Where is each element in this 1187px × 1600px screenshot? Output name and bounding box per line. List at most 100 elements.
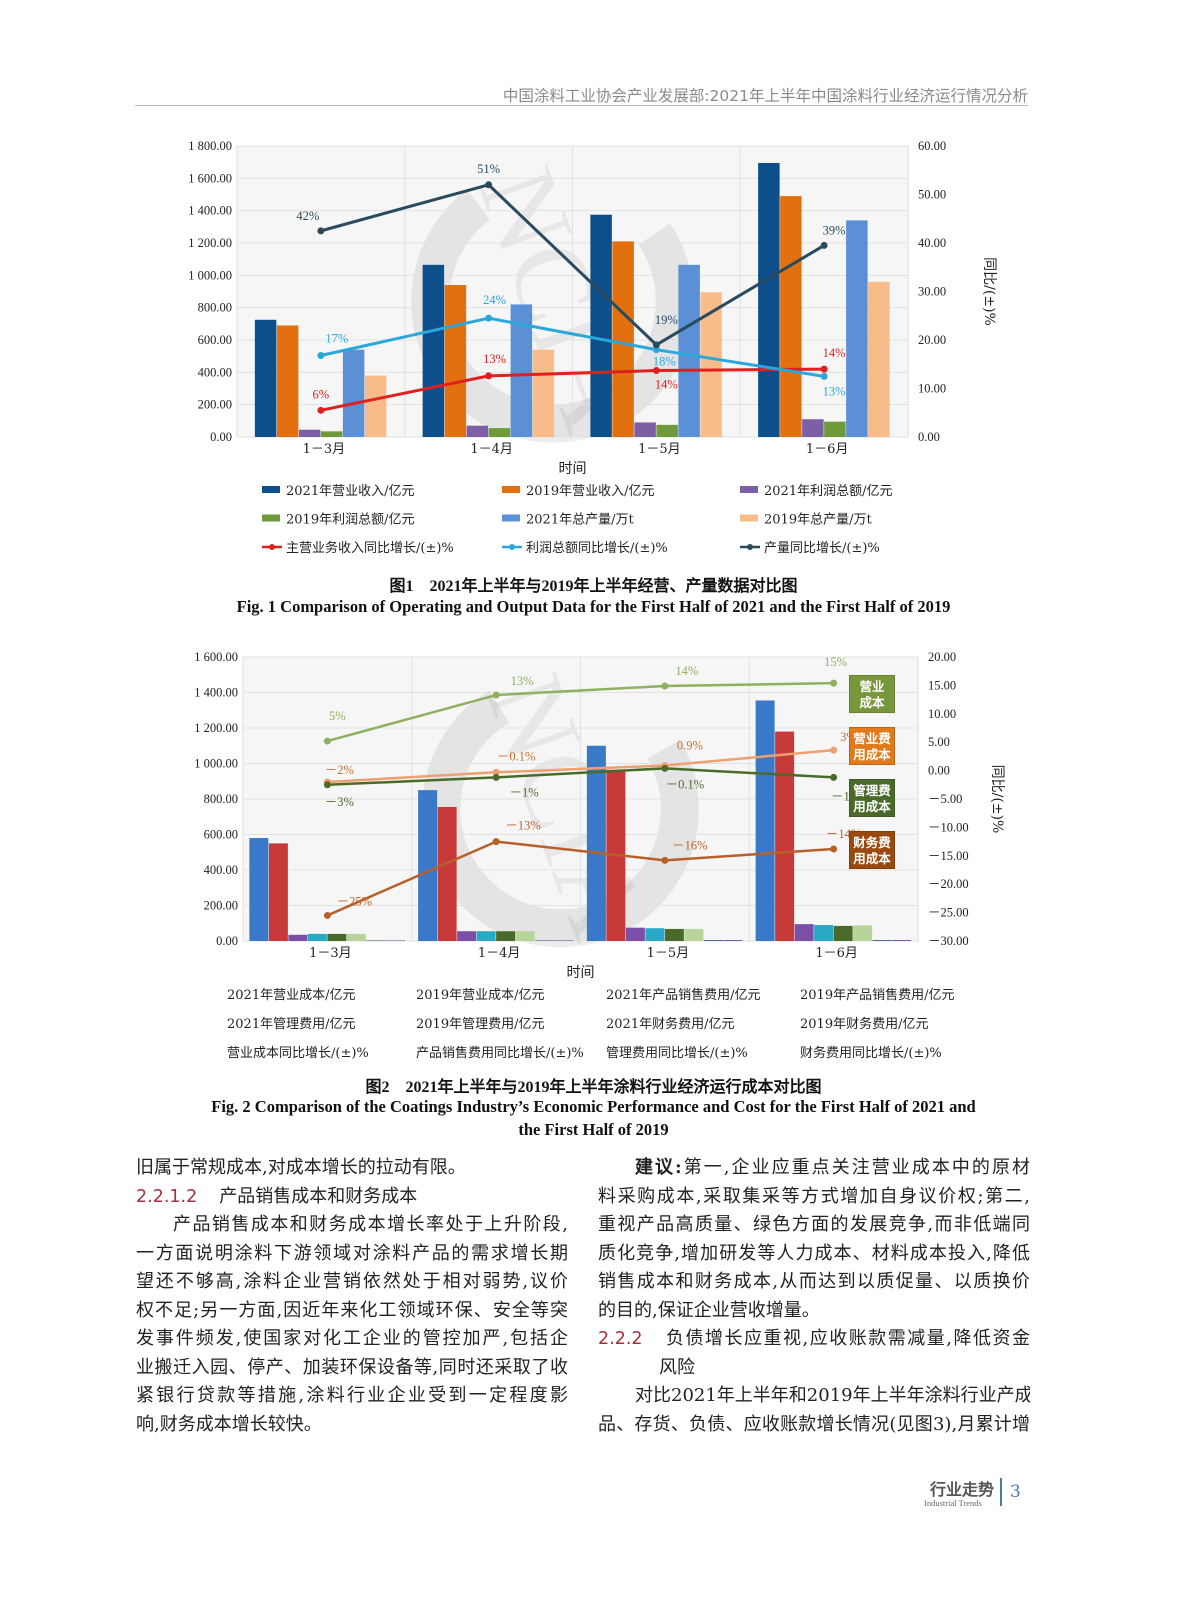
bar xyxy=(872,940,892,941)
data-label: 14% xyxy=(655,378,678,392)
line-point xyxy=(820,365,828,373)
legend-entry: 2019年利润总额/亿元 xyxy=(286,513,414,528)
line-point xyxy=(652,346,660,354)
running-title: 中国涂料工业协会产业发展部:2021年上半年中国涂料行业经济运行情况分析 xyxy=(502,87,1028,105)
bar xyxy=(288,934,308,941)
tag-line2: 用成本 xyxy=(853,851,891,866)
line-point xyxy=(485,181,493,189)
paragraph-line: 发事件频发,使国家对化工企业的管控加严,包括企 xyxy=(136,1328,568,1349)
footer-section: 行业走势 xyxy=(930,1480,995,1499)
line-point xyxy=(820,372,828,380)
bar xyxy=(364,375,387,437)
legend-entry: 管理费用同比增长/(±)% xyxy=(606,1046,748,1061)
data-label: 15% xyxy=(824,655,847,669)
data-label: －1% xyxy=(510,785,539,799)
data-label: －0.1% xyxy=(497,749,536,763)
legend-swatch xyxy=(262,486,280,493)
series-line xyxy=(327,767,834,787)
footer-divider xyxy=(1000,1478,1002,1506)
data-label: －13% xyxy=(505,819,540,833)
line-point xyxy=(485,372,493,380)
section-title-cont: 风险 xyxy=(659,1356,695,1378)
legend-swatch xyxy=(262,514,280,522)
legend-entry: 2019年财务费用/亿元 xyxy=(800,1016,928,1032)
y2-tick-label: 5.00 xyxy=(928,735,950,749)
series-line xyxy=(320,367,825,412)
tag-line1: 营业 xyxy=(859,679,885,694)
bar xyxy=(868,281,890,437)
paragraph-line: 对比2021年上半年和2019年上半年涂料行业产成 xyxy=(635,1385,1030,1406)
line-point xyxy=(820,241,828,249)
y-tick-label: 1 800.00 xyxy=(188,139,232,153)
y-tick-label: 200.00 xyxy=(198,398,232,412)
y-tick-label: 1 600.00 xyxy=(194,650,238,664)
paragraph-line: 产品销售成本和财务成本增长率处于上升阶段, xyxy=(173,1214,568,1235)
y2-tick-label: －20.00 xyxy=(928,877,969,891)
y2-tick-label: 20.00 xyxy=(928,650,956,664)
legend-entry: 2021年营业收入/亿元 xyxy=(286,484,414,499)
tag-line2: 用成本 xyxy=(853,799,891,814)
bar xyxy=(664,928,684,941)
paragraph-line: 销售成本和财务成本,从而达到以质促量、以质换价 xyxy=(598,1271,1030,1292)
data-label: 13% xyxy=(483,352,506,366)
line-point xyxy=(492,768,500,776)
legend-entry: 2021年财务费用/亿元 xyxy=(606,1016,734,1032)
line-point xyxy=(652,367,660,375)
tag-line1: 管理费 xyxy=(853,783,891,798)
line-point xyxy=(323,781,331,789)
y2-tick-label: 0.00 xyxy=(918,430,940,444)
y-tick-label: 1 000.00 xyxy=(188,268,232,282)
line-point xyxy=(830,773,838,781)
data-label: 14% xyxy=(675,664,698,678)
data-label: 0.9% xyxy=(677,738,703,752)
bar xyxy=(457,931,477,941)
bar xyxy=(532,349,555,437)
figure-1-caption-cn: 图1 2021年上半年与2019年上半年经营、产量数据对比图 xyxy=(389,578,798,595)
x-tick-label: 1－3月 xyxy=(303,442,346,457)
y-tick-label: 400.00 xyxy=(204,863,238,877)
bar xyxy=(496,931,516,941)
y2-tick-label: 10.00 xyxy=(928,707,956,721)
bar xyxy=(554,940,574,941)
data-label: 24% xyxy=(483,293,506,307)
y2-tick-label: 15.00 xyxy=(928,678,956,692)
legend-entry: 2021年产品销售费用/亿元 xyxy=(606,987,760,1003)
line-point xyxy=(492,838,500,846)
section-heading-2-2-2: 2.2.2 负债增长应重视,应收账款需减量,降低资金 xyxy=(598,1325,1030,1354)
paragraph-line: 紧银行贷款等措施,涂料行业企业受到一定程度影 xyxy=(136,1385,568,1406)
bar xyxy=(590,214,612,437)
y-tick-label: 0.00 xyxy=(216,934,238,948)
data-label: 13% xyxy=(511,674,534,688)
bar xyxy=(437,806,457,941)
series-line xyxy=(327,748,834,784)
bar xyxy=(634,422,656,437)
legend-marker xyxy=(509,544,515,550)
bar xyxy=(298,429,321,437)
footer-section-en: Industrial Trends xyxy=(924,1498,982,1508)
legend-entry: 产品销售费用同比增长/(±)% xyxy=(416,1045,584,1061)
paragraph-line: 旧属于常规成本,对成本增长的拉动有限。 xyxy=(136,1157,466,1178)
bar xyxy=(276,325,299,437)
legend-entry: 2021年管理费用/亿元 xyxy=(227,1017,355,1032)
paragraph-line: 的目的,保证企业营收增量。 xyxy=(598,1299,820,1321)
bar xyxy=(824,421,846,437)
data-label: －0.1% xyxy=(666,777,705,791)
data-label: －2% xyxy=(325,763,354,777)
data-label: －3% xyxy=(325,795,354,809)
data-label: 14% xyxy=(823,346,846,360)
bar xyxy=(466,425,489,437)
x-tick-label: 1－5月 xyxy=(647,946,690,961)
bar xyxy=(385,940,405,941)
y2-tick-label: －10.00 xyxy=(928,820,969,834)
y2-tick-label: 60.00 xyxy=(918,139,946,153)
bar xyxy=(254,319,277,437)
bar xyxy=(307,933,327,941)
y2-tick-label: 10.00 xyxy=(918,382,946,396)
legend-entry: 利润总额同比增长/(±)% xyxy=(526,541,668,556)
y-tick-label: 200.00 xyxy=(204,899,238,913)
series-line xyxy=(326,840,834,917)
data-label: －16% xyxy=(672,838,707,852)
legend-entry: 2019年管理费用/亿元 xyxy=(416,1017,544,1032)
paragraph-line: 响,财务成本增长较快。 xyxy=(136,1413,322,1435)
